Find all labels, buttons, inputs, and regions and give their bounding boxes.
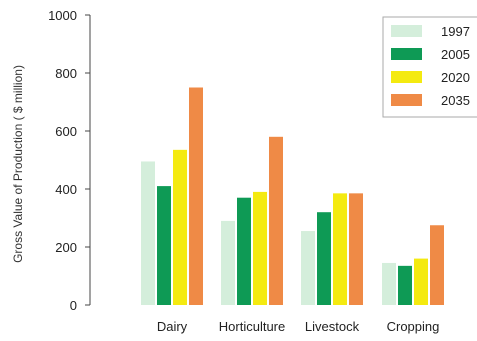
legend-items: 1997 2005 2020 2035 [391, 24, 470, 108]
legend-swatch-2020 [391, 71, 422, 83]
x-category-label: Livestock [305, 319, 360, 334]
bar-horticulture-2020 [253, 191, 267, 305]
bar-livestock-2005 [317, 212, 331, 305]
bar-dairy-2005 [157, 186, 171, 305]
bar-horticulture-2005 [237, 197, 251, 305]
legend-swatch-2005 [391, 48, 422, 60]
bar-cropping-2035 [430, 225, 444, 305]
bar-dairy-1997 [141, 161, 155, 305]
y-tick-label: 600 [55, 124, 77, 139]
bar-livestock-1997 [301, 231, 315, 305]
legend: 1997 2005 2020 2035 [382, 16, 477, 118]
x-category-label: Horticulture [219, 319, 285, 334]
legend-label: 1997 [441, 24, 470, 39]
bar-cropping-1997 [382, 262, 396, 305]
bar-livestock-2035 [349, 193, 363, 305]
x-axis-labels: Dairy Horticulture Livestock Cropping [157, 319, 440, 334]
bar-horticulture-2035 [269, 136, 283, 305]
bar-horticulture-1997 [221, 220, 235, 305]
y-axis-ticks: 0 200 400 600 800 1000 [48, 8, 90, 313]
bar-cropping-2005 [398, 265, 412, 305]
legend-swatch-2035 [391, 94, 422, 106]
y-tick-label: 400 [55, 182, 77, 197]
y-axis-title: Gross Value of Production ( $ million) [11, 65, 25, 263]
legend-label: 2035 [441, 93, 470, 108]
bar-dairy-2035 [189, 87, 203, 305]
bar-cropping-2020 [414, 258, 428, 305]
y-tick-label: 200 [55, 240, 77, 255]
x-category-label: Dairy [157, 319, 188, 334]
y-tick-label: 800 [55, 66, 77, 81]
y-tick-label: 1000 [48, 8, 77, 23]
legend-swatch-1997 [391, 25, 422, 37]
bar-dairy-2020 [173, 149, 187, 305]
legend-label: 2020 [441, 70, 470, 85]
bar-livestock-2020 [333, 193, 347, 305]
y-tick-label: 0 [70, 298, 77, 313]
bars [141, 87, 444, 305]
x-category-label: Cropping [387, 319, 440, 334]
legend-label: 2005 [441, 47, 470, 62]
